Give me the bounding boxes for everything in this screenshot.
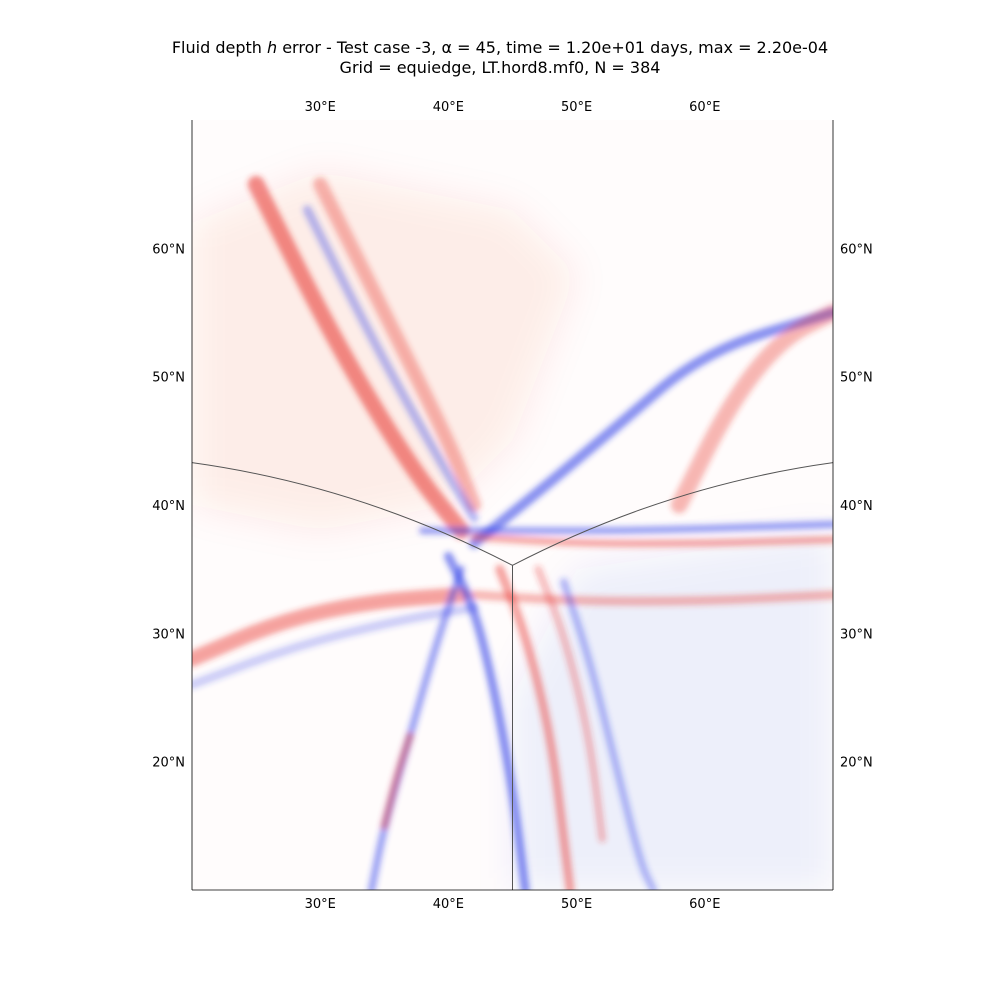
y-tick-label-right: 30°N xyxy=(840,627,873,642)
x-tick-label-bottom: 40°E xyxy=(433,897,464,912)
panel-edge-right xyxy=(512,462,833,566)
axis-tick-labels: 30°E 30°E 40°E 40°E 50°E 50°E 60°E 60°E 60°N 60°N… xyxy=(152,100,873,912)
positive-error-band xyxy=(380,732,414,830)
x-tick-label-bottom: 50°E xyxy=(561,897,592,912)
y-tick-label-left: 20°N xyxy=(152,756,185,771)
negative-error-band xyxy=(559,578,658,890)
y-tick-label-right: 40°N xyxy=(840,499,873,514)
y-tick-label-left: 40°N xyxy=(152,499,185,514)
y-tick-label-left: 60°N xyxy=(152,242,185,257)
y-tick-label-right: 50°N xyxy=(840,371,873,386)
positive-error-band xyxy=(313,177,482,513)
cube-panel-edges xyxy=(192,462,833,890)
negative-error-band xyxy=(418,520,833,535)
negative-error-band xyxy=(192,603,479,690)
panel-edge-left xyxy=(192,462,513,566)
y-tick-label-right: 20°N xyxy=(840,756,873,771)
positive-error-band xyxy=(670,304,833,514)
positive-error-band xyxy=(470,533,833,548)
x-tick-label-bottom: 60°E xyxy=(689,897,720,912)
y-tick-label-right: 60°N xyxy=(840,242,873,257)
positive-error-band xyxy=(495,564,575,890)
positive-error-band xyxy=(192,587,469,667)
negative-error-band xyxy=(302,205,479,523)
y-tick-label-left: 30°N xyxy=(152,627,185,642)
chart-title-line-1: Fluid depth h error - Test case -3, α = … xyxy=(171,38,829,57)
negative-tint-region xyxy=(512,530,833,890)
chart-title-line-2: Grid = equiedge, LT.hord8.mf0, N = 384 xyxy=(339,58,661,77)
title-variable-h: h xyxy=(266,38,278,57)
error-band-layer xyxy=(192,175,833,890)
x-tick-label-top: 30°E xyxy=(305,100,336,115)
positive-error-band xyxy=(247,175,470,539)
positive-error-band xyxy=(534,565,607,843)
x-tick-label-bottom: 30°E xyxy=(305,897,336,912)
x-tick-label-top: 50°E xyxy=(561,100,592,115)
negative-error-band xyxy=(468,307,833,549)
negative-error-band xyxy=(443,551,530,890)
x-tick-label-top: 40°E xyxy=(433,100,464,115)
x-tick-label-top: 60°E xyxy=(689,100,720,115)
y-tick-label-left: 50°N xyxy=(152,371,185,386)
